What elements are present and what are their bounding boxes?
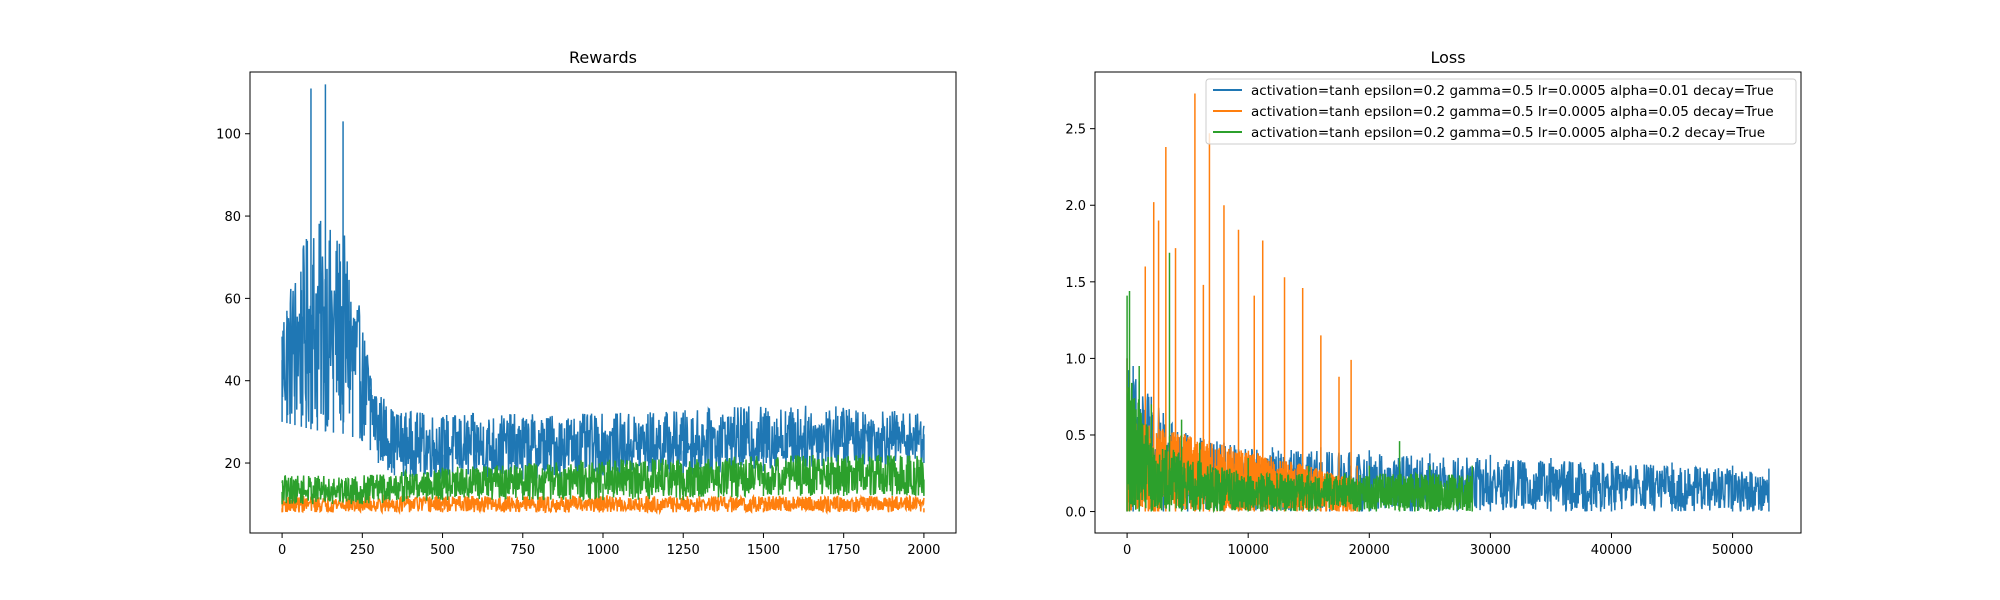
rewards-xtick-label: 250 xyxy=(350,543,375,558)
loss-legend: activation=tanh epsilon=0.2 gamma=0.5 lr… xyxy=(1205,78,1797,145)
loss-title: Loss xyxy=(1430,48,1465,67)
legend-box xyxy=(1205,78,1797,145)
rewards-xtick-label: 1250 xyxy=(667,543,700,558)
loss-ytick-label: 1.5 xyxy=(1065,276,1086,291)
rewards-series-1-line xyxy=(281,493,925,516)
loss-series-2-line xyxy=(1126,252,1473,514)
rewards-subplot: Rewards 0 250 500 750 1000 1250 1500 1750 2000 20… xyxy=(216,48,957,558)
loss-ytick-label: 2.5 xyxy=(1065,123,1086,138)
rewards-ytick-label: 60 xyxy=(224,292,241,307)
rewards-xtick-label: 0 xyxy=(278,543,286,558)
loss-series-1-line xyxy=(1126,93,1358,512)
legend-label-1: activation=tanh epsilon=0.2 gamma=0.5 lr… xyxy=(1251,104,1774,120)
loss-ytick-label: 0.0 xyxy=(1065,506,1086,521)
loss-ytick-label: 2.0 xyxy=(1065,199,1086,214)
loss-xtick-label: 40000 xyxy=(1591,543,1632,558)
legend-label-2: activation=tanh epsilon=0.2 gamma=0.5 lr… xyxy=(1251,125,1765,141)
rewards-xtick-label: 1500 xyxy=(747,543,780,558)
rewards-axes-frame xyxy=(249,71,957,534)
legend-label-0: activation=tanh epsilon=0.2 gamma=0.5 lr… xyxy=(1251,83,1774,99)
loss-xtick-label: 30000 xyxy=(1470,543,1511,558)
loss-xtick-label: 50000 xyxy=(1712,543,1753,558)
loss-xtick-label: 10000 xyxy=(1228,543,1269,558)
rewards-ytick-label: 40 xyxy=(224,375,241,390)
loss-subplot: Loss 0 10000 20000 30000 40000 50000 0.0 0.5 1.0… xyxy=(1065,48,1802,558)
rewards-title: Rewards xyxy=(569,48,637,67)
rewards-xtick-label: 500 xyxy=(430,543,455,558)
rewards-series-2-line xyxy=(281,453,925,505)
loss-xtick-label: 0 xyxy=(1123,543,1131,558)
rewards-xtick-label: 2000 xyxy=(907,543,940,558)
rewards-plot-area: 0 250 500 750 1000 1250 1500 1750 2000 20 40 60 80 10… xyxy=(216,84,940,558)
rewards-ytick-label: 20 xyxy=(224,457,241,472)
rewards-ytick-label: 100 xyxy=(216,128,241,143)
rewards-series-0-line xyxy=(281,84,925,480)
rewards-xtick-label: 1000 xyxy=(586,543,619,558)
loss-xtick-label: 20000 xyxy=(1349,543,1390,558)
loss-plot-area: 0 10000 20000 30000 40000 50000 0.0 0.5 1.0 1.5 2.… xyxy=(1065,93,1770,558)
rewards-xtick-label: 1750 xyxy=(827,543,860,558)
loss-ytick-label: 0.5 xyxy=(1065,429,1086,444)
loss-axes-frame xyxy=(1094,71,1802,534)
rewards-ytick-label: 80 xyxy=(224,210,241,225)
loss-ytick-label: 1.0 xyxy=(1065,352,1086,367)
rewards-xtick-label: 750 xyxy=(510,543,535,558)
